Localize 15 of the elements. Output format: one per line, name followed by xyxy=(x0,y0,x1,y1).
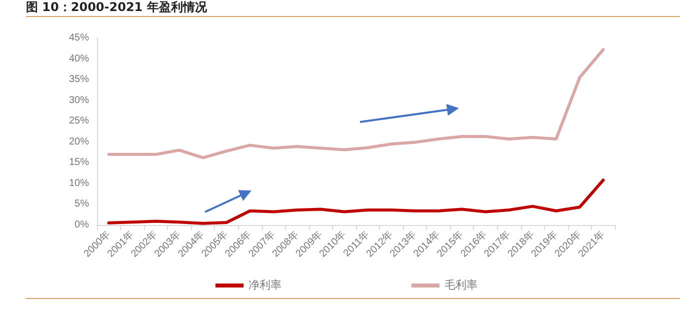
y-tick-label: 30% xyxy=(68,94,90,106)
line-series xyxy=(107,48,605,160)
y-tick-label: 45% xyxy=(68,32,90,44)
y-tick-label: 20% xyxy=(68,136,90,148)
y-tick-label: 0% xyxy=(74,220,90,230)
legend-label: 毛利率 xyxy=(444,278,478,292)
line-series xyxy=(107,178,605,225)
y-tick-label: 40% xyxy=(68,53,90,64)
y-tick-label: 35% xyxy=(68,74,90,86)
y-tick-label: 25% xyxy=(68,116,90,127)
legend-label: 净利率 xyxy=(248,278,282,292)
y-tick-label: 15% xyxy=(68,157,90,168)
y-tick-label: 5% xyxy=(74,198,90,210)
y-tick-label: 10% xyxy=(68,178,90,189)
chart-title: 图 10：2000-2021 年盈利情况 xyxy=(26,0,680,17)
